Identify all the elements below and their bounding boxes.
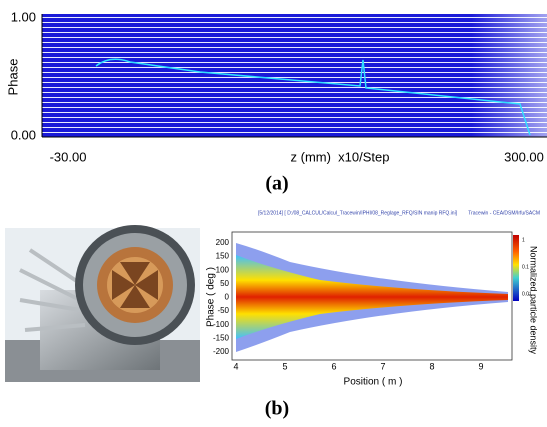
x-tick-label: 4	[233, 361, 238, 371]
y-axis-label-b: Phase ( deg )	[206, 267, 217, 327]
colorbar-tick-label: 0.01	[522, 291, 532, 297]
x-tick-label: 6	[331, 361, 336, 371]
y-tick-label: 100	[216, 265, 230, 274]
caption-a: (a)	[265, 173, 288, 195]
y-tick-label: 200	[216, 238, 230, 247]
x-right-label: 300.00	[504, 149, 544, 164]
y-tick-label: 150	[216, 252, 230, 261]
y-tick-label: -100	[213, 320, 230, 329]
y-tick-label: -150	[213, 333, 230, 342]
x-left-label: -30.00	[50, 149, 87, 164]
plot-header-right: Tracewin - CEA/DSM/Irfu/SACM	[468, 210, 540, 216]
x-axis-label-b: Position ( m )	[344, 377, 403, 388]
plot-header-left: [5/12/2014] [ D:/08_CALCUL/Calcul_Tracew…	[258, 210, 458, 216]
plot-fade	[42, 14, 547, 137]
y-top-label: 1.00	[11, 9, 36, 24]
colorbar	[513, 235, 519, 301]
y-axis-label: Phase	[5, 59, 20, 96]
x-axis-label: z (mm) x10/Step	[291, 149, 390, 164]
y-tick-label: 50	[220, 279, 229, 288]
beam-core	[236, 255, 508, 339]
colorbar-tick-label: 0.1	[522, 264, 529, 270]
colorbar-tick-label: 1	[522, 237, 525, 243]
phase-trace	[95, 58, 531, 136]
x-tick-label: 8	[429, 361, 434, 371]
y-tick-label: 0	[225, 293, 230, 302]
x-tick-label: 5	[282, 361, 287, 371]
colorbar-label: Normalized particle density	[529, 246, 539, 355]
y-bottom-label: 0.00	[11, 127, 36, 142]
x-tick-label: 7	[380, 361, 385, 371]
y-tick-label: -50	[217, 306, 229, 315]
x-tick-label: 9	[478, 361, 483, 371]
caption-b: (b)	[265, 398, 289, 420]
y-tick-label: -200	[213, 347, 230, 356]
rfq-photo	[5, 225, 200, 382]
